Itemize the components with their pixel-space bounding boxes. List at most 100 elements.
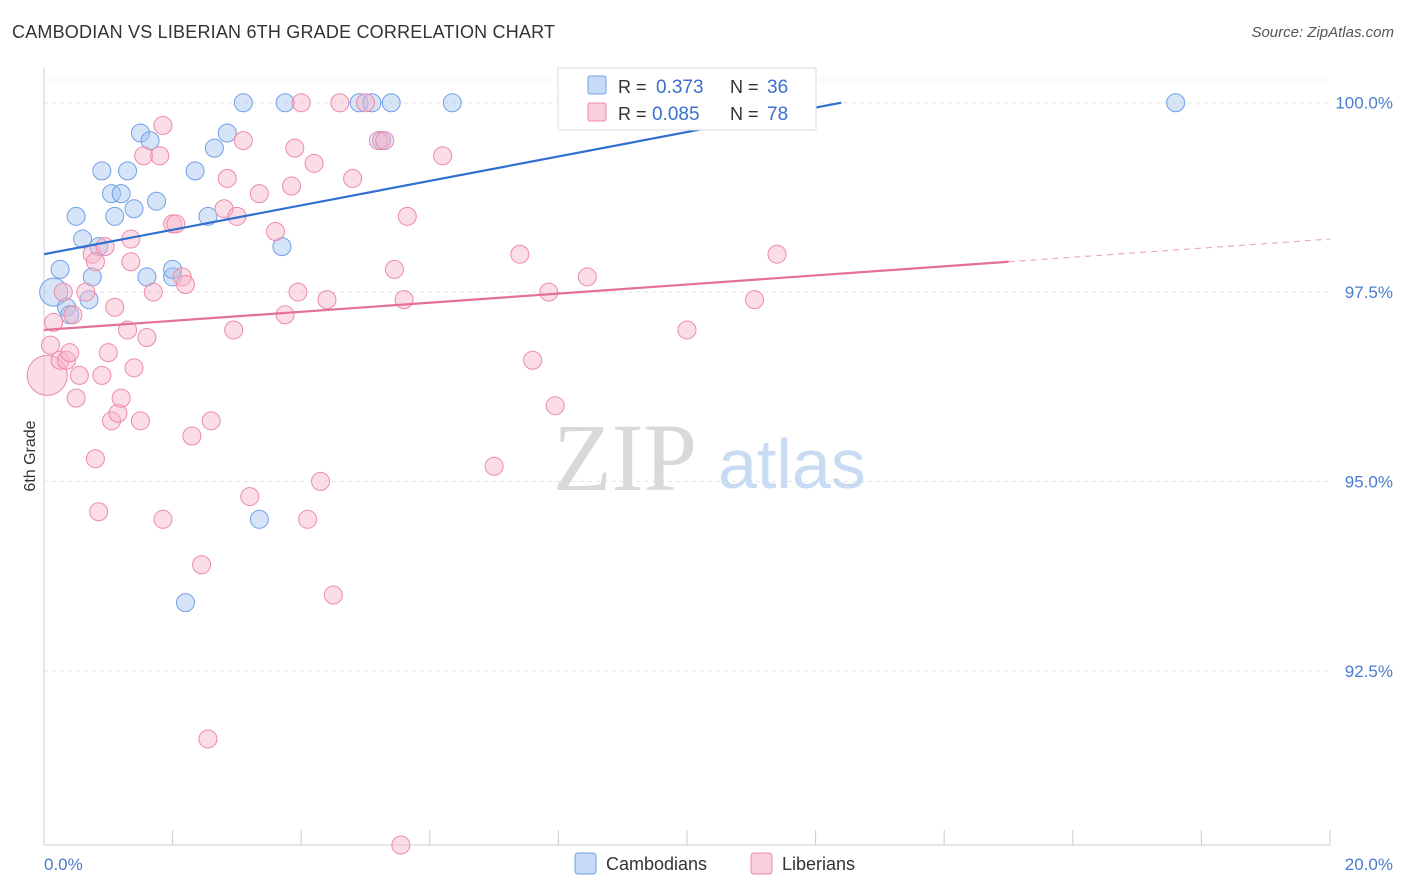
liberian-point: [150, 146, 170, 166]
liberian-point: [317, 290, 337, 310]
cambodian-point: [124, 199, 144, 219]
liberian-trendline: [43, 260, 1009, 332]
bottom-legend: Cambodians Liberians: [574, 852, 855, 875]
cambodian-point: [198, 206, 218, 226]
legend-r-label-cambodians: R =: [618, 77, 647, 97]
cambodian-point: [381, 93, 401, 113]
liberian-point: [433, 146, 453, 166]
legend-n-value-liberians: 78: [767, 104, 788, 125]
cambodian-point: [233, 93, 253, 113]
legend-n-value-cambodians: 36: [767, 77, 788, 98]
liberian-point: [26, 354, 68, 396]
y-axis-label: 6th Grade: [22, 420, 39, 491]
legend-r-label-liberians: R =: [618, 104, 647, 124]
cambodian-point: [50, 259, 70, 279]
cambodian-point: [175, 593, 195, 613]
liberian-point: [217, 168, 237, 188]
cambodian-point: [92, 161, 112, 181]
cambodian-point: [73, 229, 93, 249]
liberian-point: [523, 350, 543, 370]
liberian-point: [108, 403, 128, 423]
liberian-point: [137, 328, 157, 348]
legend-swatch-cambodians: [587, 75, 607, 95]
liberian-point: [368, 131, 388, 151]
liberian-point: [391, 835, 411, 855]
cambodian-point: [111, 184, 131, 204]
cambodian-point: [57, 297, 77, 317]
liberian-point: [172, 267, 192, 287]
liberian-point: [510, 244, 530, 264]
liberian-point: [124, 358, 144, 378]
liberian-point: [384, 259, 404, 279]
liberian-point: [323, 585, 343, 605]
liberian-point: [285, 138, 305, 158]
liberian-point: [233, 131, 253, 151]
liberian-point: [57, 350, 77, 370]
liberian-point: [282, 176, 302, 196]
cambodian-point: [79, 290, 99, 310]
x-tick-marks: [43, 830, 1331, 845]
y-tick-label: 100.0%: [1335, 94, 1393, 113]
liberian-point: [677, 320, 697, 340]
liberian-point: [76, 282, 96, 302]
liberian-point: [356, 93, 375, 113]
cambodian-point: [39, 277, 69, 307]
liberian-point: [265, 221, 285, 241]
legend-r-value-cambodians: 0.373: [656, 77, 704, 98]
points-layer: [26, 93, 1186, 855]
x-tick-label-max: 20.0%: [1345, 855, 1393, 874]
liberian-point: [539, 282, 559, 302]
liberian-point: [577, 267, 597, 287]
bottom-legend-label-cambodians: Cambodians: [606, 854, 707, 874]
liberian-point: [310, 471, 330, 491]
liberian-point: [66, 388, 86, 408]
cambodian-point: [1166, 93, 1186, 113]
liberian-point: [545, 396, 565, 416]
legend-r-value-liberians: 0.085: [652, 104, 700, 125]
liberian-point: [375, 131, 395, 151]
cambodian-point: [442, 93, 462, 113]
cambodian-point: [185, 161, 205, 181]
liberian-point: [298, 509, 318, 529]
liberian-point: [143, 282, 163, 302]
grid-layer: [44, 79, 1330, 672]
watermark: ZIP atlas: [553, 404, 866, 511]
liberian-point: [89, 502, 109, 522]
liberian-point: [291, 93, 311, 113]
liberian-point: [92, 365, 112, 385]
liberian-trendline-extension: [1008, 238, 1331, 263]
cambodian-point: [275, 93, 295, 113]
liberian-point: [484, 456, 504, 476]
liberian-point: [767, 244, 787, 264]
liberian-point: [304, 153, 324, 173]
liberian-point: [102, 411, 122, 431]
liberian-point: [330, 93, 350, 113]
cambodian-point: [130, 123, 150, 143]
liberian-point: [50, 350, 70, 370]
bottom-legend-label-liberians: Liberians: [782, 854, 855, 874]
legend-swatch-liberians: [587, 102, 607, 122]
cambodian-point: [102, 184, 122, 204]
liberian-point: [134, 146, 154, 166]
watermark-zip: ZIP: [553, 404, 697, 511]
liberian-point: [121, 252, 141, 272]
liberian-point: [130, 411, 150, 431]
liberian-point: [288, 282, 308, 302]
liberian-point: [44, 312, 64, 332]
liberian-point: [397, 206, 417, 226]
bottom-legend-swatch-liberians: [750, 852, 773, 875]
liberian-point: [192, 555, 212, 575]
liberian-point: [98, 343, 118, 363]
y-tick-label: 95.0%: [1345, 472, 1393, 491]
liberian-point: [198, 729, 218, 749]
cambodian-point: [249, 509, 269, 529]
cambodian-point: [66, 206, 86, 226]
liberian-point: [343, 168, 363, 188]
bottom-legend-swatch-cambodians: [574, 852, 597, 875]
cambodian-point: [217, 123, 237, 143]
liberian-point: [85, 252, 105, 272]
watermark-atlas: atlas: [718, 425, 866, 503]
liberian-point: [69, 365, 89, 385]
cambodian-point: [118, 161, 138, 181]
liberian-point: [153, 115, 173, 135]
